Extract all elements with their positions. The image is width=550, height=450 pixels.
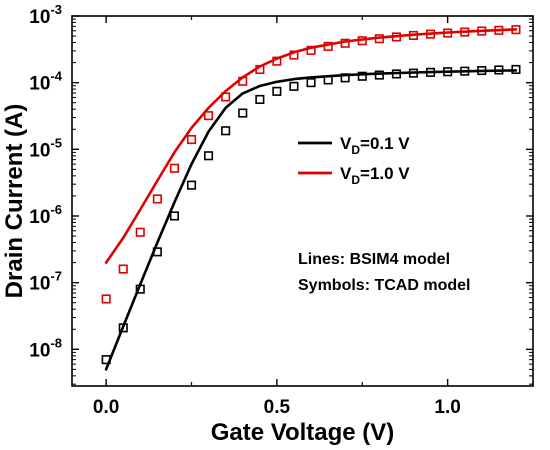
series-0-point (118, 323, 128, 333)
legend-item-1: VD=1.0 V (298, 164, 410, 187)
y-tick-label: 10-4 (29, 69, 62, 95)
x-tick-label: 0.0 (93, 397, 119, 418)
series-1-line (104, 28, 518, 264)
y-tick-label: 10-6 (29, 202, 62, 228)
series-1-point (272, 56, 282, 66)
series-1-point (323, 41, 333, 51)
annotation-1: Symbols: TCAD model (298, 277, 470, 294)
legend: VD=0.1 V VD=1.0 V (298, 134, 410, 187)
series-1-point (357, 36, 367, 46)
annotations: Lines: BSIM4 model Symbols: TCAD model (298, 251, 470, 294)
series-0-point (391, 69, 402, 79)
series-1-point (306, 45, 316, 55)
x-axis-title: Gate Voltage (V) (211, 419, 395, 446)
series-1-point (374, 34, 384, 44)
series-1-point (118, 264, 128, 274)
y-tick-label: 10-8 (29, 335, 62, 361)
series-1-point (152, 194, 162, 204)
series-1-point (340, 38, 350, 48)
legend-item-0: VD=0.1 V (298, 134, 410, 157)
series-1-point (101, 294, 111, 304)
legend-label: VD=1.0 V (340, 164, 410, 187)
series-1-point (460, 27, 470, 37)
series-1-point (511, 25, 521, 35)
series-0-point (340, 73, 350, 83)
series-0-point (289, 81, 299, 91)
series-0-point (511, 64, 521, 74)
series-1-point (494, 25, 504, 35)
series-0 (101, 64, 521, 371)
series-0-point (135, 284, 145, 294)
series-0-point (357, 71, 367, 81)
y-tick-label: 10-7 (29, 269, 62, 295)
series-1-point (187, 135, 197, 145)
series-layer (101, 25, 521, 371)
series-1-point (221, 92, 231, 102)
series-1-point (204, 111, 214, 121)
series-0-point (152, 247, 162, 257)
series-1-point (425, 29, 436, 39)
series-0-point (443, 67, 453, 77)
series-1-point (135, 227, 145, 237)
series-0-point (221, 126, 231, 136)
series-1-point (289, 50, 299, 60)
plot-frame (71, 15, 534, 387)
series-0-point (272, 86, 282, 96)
series-0-point (477, 66, 487, 76)
series-1-point (169, 163, 179, 173)
series-1-point (238, 76, 248, 86)
y-tick-label: 10-3 (29, 2, 62, 28)
series-0-point (169, 211, 179, 221)
legend-label: VD=0.1 V (340, 134, 410, 157)
annotation-0: Lines: BSIM4 model (298, 251, 450, 268)
series-1-point (443, 28, 453, 38)
series-0-point (374, 70, 384, 80)
series-0-point (255, 94, 265, 104)
series-0-point (425, 67, 436, 77)
series-1-point (477, 26, 487, 36)
series-0-point (306, 78, 316, 88)
series-1-point (255, 64, 265, 74)
series-0-point (204, 151, 214, 161)
y-tick-label: 10-5 (29, 135, 62, 161)
series-0-point (238, 108, 248, 118)
y-axis-title: Drain Current (A) (1, 104, 28, 299)
x-tick-label: 0.5 (264, 397, 291, 418)
series-0-line (104, 69, 518, 371)
series-0-point (408, 68, 419, 78)
series-1-point (391, 32, 402, 42)
series-0-point (460, 66, 470, 76)
series-1-point (408, 30, 419, 41)
series-0-point (187, 180, 197, 190)
series-0-point (323, 75, 333, 85)
x-tick-label: 1.0 (434, 397, 460, 418)
series-1 (101, 25, 521, 304)
axes: 0.0 0.5 1.0 10-8 10-7 10-6 10-5 10-4 10-3 Gate Vo… (1, 2, 534, 446)
series-0-point (101, 355, 111, 365)
series-0-point (494, 65, 504, 75)
